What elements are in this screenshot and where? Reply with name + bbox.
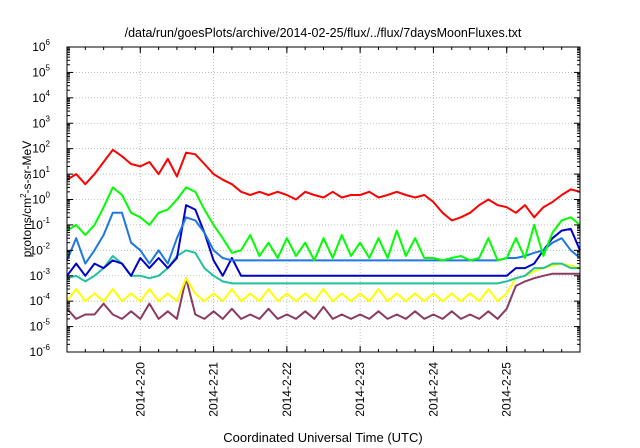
y-axis-label: protons/cm2-s-sr-MeV [19, 141, 34, 257]
series-line-7 [66, 272, 580, 320]
y-tick-exp: -6 [43, 343, 51, 352]
y-tick-label: 103 [32, 114, 50, 130]
y-tick-base: 10 [32, 91, 46, 105]
x-tick-labels: 2014-2-20 2014-2-21 2014-2-22 2014-2-23 2014… [133, 362, 513, 417]
y-tick-base: 10 [30, 269, 44, 283]
x-tick-label: 2014-2-25 [500, 362, 514, 417]
y-tick-exp: 5 [46, 63, 51, 72]
y-tick-exp: -1 [43, 216, 51, 225]
y-tick-label: 101 [32, 165, 50, 181]
series-line-6 [66, 262, 581, 303]
y-tick-exp: 1 [46, 165, 51, 174]
y-tick-exp: -5 [43, 318, 51, 327]
y-tick-exp: -4 [43, 292, 51, 301]
y-tick-base: 10 [32, 116, 46, 130]
y-tick-exp: -2 [43, 241, 51, 250]
y-tick-label: 10-6 [30, 343, 51, 359]
y-tick-label: 106 [32, 38, 50, 54]
y-axis-label-prefix: protons/cm [20, 198, 34, 257]
y-tick-label: 10-1 [30, 216, 51, 232]
y-tick-exp: 2 [46, 140, 51, 149]
series-line-5 [66, 249, 580, 285]
y-tick-base: 10 [32, 167, 46, 181]
y-axis-label-sup: 2 [19, 193, 28, 198]
series-line-4 [66, 204, 581, 277]
y-tick-base: 10 [32, 193, 46, 207]
y-tick-label: 10-4 [30, 292, 51, 308]
y-tick-base: 10 [32, 65, 46, 79]
y-tick-label: 10-2 [30, 241, 51, 257]
y-tick-base: 10 [30, 218, 44, 232]
y-axis-label-suffix: -s-sr-MeV [20, 141, 34, 194]
y-tick-label: 100 [32, 191, 50, 207]
chart-title: /data/run/goesPlots/archive/2014-02-25/f… [125, 26, 522, 40]
x-tick-label: 2014-2-22 [280, 362, 294, 417]
y-tick-label: 10-3 [30, 267, 51, 283]
x-tick-label: 2014-2-23 [353, 362, 367, 417]
x-tick-label: 2014-2-24 [426, 362, 440, 417]
y-tick-labels: 10-610-510-410-310-210-11001011021031041… [30, 38, 51, 359]
axis-ticks [66, 46, 581, 353]
y-tick-label: 104 [32, 89, 50, 105]
y-tick-base: 10 [30, 243, 44, 257]
series-line-2 [66, 186, 581, 262]
y-tick-exp: 4 [46, 89, 51, 98]
y-tick-exp: 3 [46, 114, 51, 123]
y-tick-base: 10 [30, 320, 44, 334]
y-tick-exp: -3 [43, 267, 51, 276]
x-tick-label: 2014-2-20 [133, 362, 147, 417]
series-line-1 [66, 148, 581, 222]
x-axis-label: Coordinated Universal Time (UTC) [223, 430, 422, 445]
series-line-3 [66, 211, 581, 265]
x-tick-label: 2014-2-21 [207, 362, 221, 417]
y-tick-label: 102 [32, 140, 50, 156]
y-tick-label: 105 [32, 63, 50, 79]
y-tick-base: 10 [32, 40, 46, 54]
y-tick-base: 10 [30, 294, 44, 308]
y-tick-label: 10-5 [30, 318, 51, 334]
series-lines [66, 148, 581, 320]
y-tick-exp: 0 [46, 191, 51, 200]
y-tick-exp: 6 [46, 38, 51, 47]
y-tick-base: 10 [32, 142, 46, 156]
y-tick-base: 10 [30, 345, 44, 359]
